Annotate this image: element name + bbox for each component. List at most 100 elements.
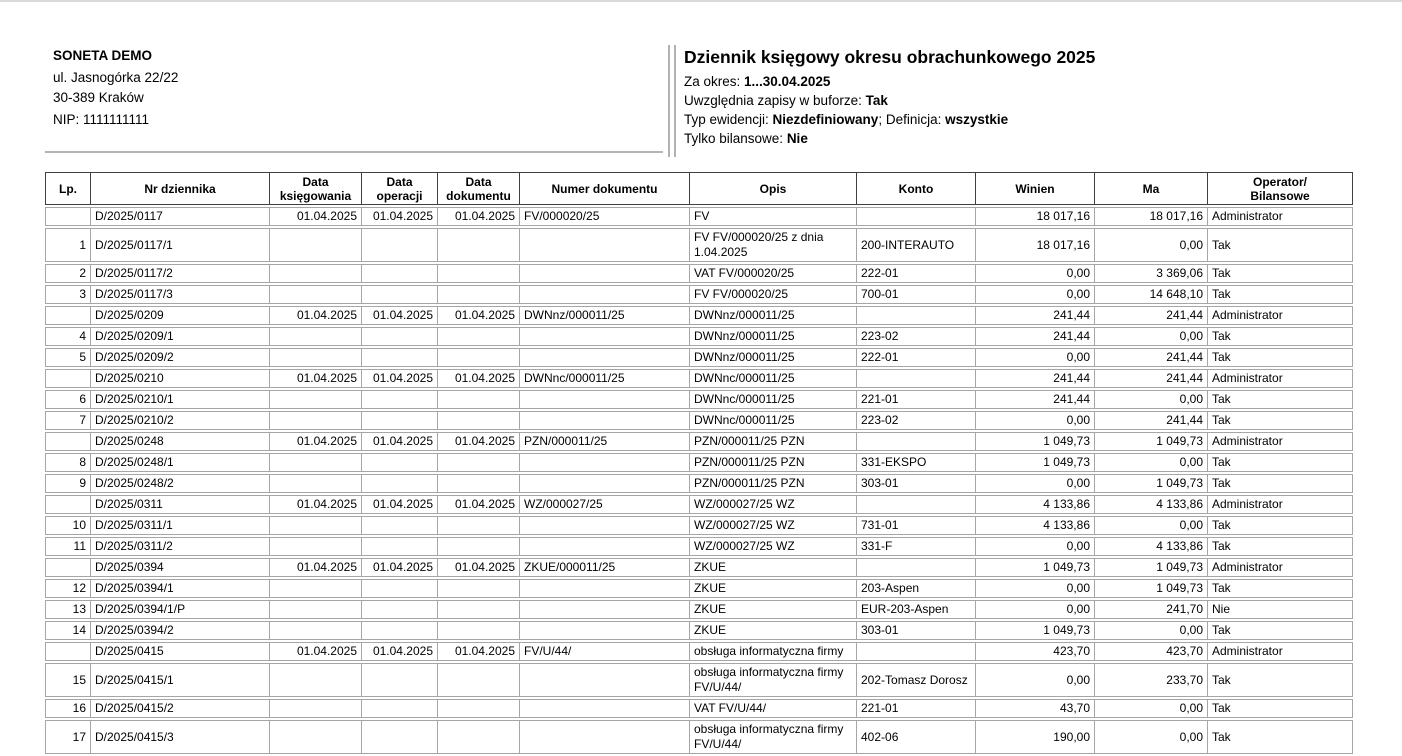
cell-data-operacji xyxy=(362,621,438,640)
cell-numer-dokumentu xyxy=(520,264,690,283)
cell-lp: 3 xyxy=(45,285,91,304)
cell-opis: DWNnz/000011/25 xyxy=(690,327,857,346)
cell-data-dokumentu: 01.04.2025 xyxy=(438,306,520,325)
cell-data-dokumentu xyxy=(438,516,520,535)
cell-operator-bilansowe: Tak xyxy=(1208,411,1353,430)
cell-numer-dokumentu xyxy=(520,228,690,262)
cell-lp: 12 xyxy=(45,579,91,598)
cell-data-ksiegowania: 01.04.2025 xyxy=(270,432,362,451)
cell-data-dokumentu: 01.04.2025 xyxy=(438,369,520,388)
cell-ma: 241,44 xyxy=(1095,369,1208,388)
cell-lp: 13 xyxy=(45,600,91,619)
cell-data-ksiegowania xyxy=(270,390,362,409)
report-type-line: Typ ewidencji: Niezdefiniowany; Definicj… xyxy=(684,110,1095,129)
cell-winien: 1 049,73 xyxy=(976,621,1095,640)
report-period-line: Za okres: 1...30.04.2025 xyxy=(684,72,1095,91)
cell-data-dokumentu xyxy=(438,348,520,367)
cell-opis: FV xyxy=(690,207,857,226)
cell-ma: 241,44 xyxy=(1095,306,1208,325)
cell-winien: 0,00 xyxy=(976,348,1095,367)
cell-lp xyxy=(45,369,91,388)
cell-data-dokumentu: 01.04.2025 xyxy=(438,207,520,226)
cell-konto: 203-Aspen xyxy=(857,579,976,598)
cell-data-operacji xyxy=(362,453,438,472)
cell-winien: 43,70 xyxy=(976,699,1095,718)
cell-opis: WZ/000027/25 WZ xyxy=(690,495,857,514)
col-header-ma: Ma xyxy=(1095,172,1208,205)
company-address-line-2: 30-389 Kraków xyxy=(53,90,144,105)
col-header-opis: Opis xyxy=(690,172,857,205)
cell-winien: 0,00 xyxy=(976,663,1095,697)
table-row: 10 D/2025/0311/1 WZ/000027/25 WZ 731-01 … xyxy=(45,516,1353,535)
cell-data-dokumentu xyxy=(438,390,520,409)
cell-numer-dokumentu: DWNnc/000011/25 xyxy=(520,369,690,388)
cell-data-operacji xyxy=(362,285,438,304)
cell-numer-dokumentu: DWNnz/000011/25 xyxy=(520,306,690,325)
cell-opis: PZN/000011/25 PZN xyxy=(690,474,857,493)
cell-nr-dziennika: D/2025/0117/2 xyxy=(91,264,270,283)
cell-winien: 423,70 xyxy=(976,642,1095,661)
cell-data-ksiegowania xyxy=(270,621,362,640)
cell-data-ksiegowania xyxy=(270,600,362,619)
table-row: D/2025/0394 01.04.2025 01.04.2025 01.04.… xyxy=(45,558,1353,577)
cell-opis: DWNnz/000011/25 xyxy=(690,306,857,325)
cell-data-ksiegowania xyxy=(270,228,362,262)
cell-ma: 0,00 xyxy=(1095,228,1208,262)
cell-data-dokumentu: 01.04.2025 xyxy=(438,495,520,514)
cell-data-ksiegowania: 01.04.2025 xyxy=(270,369,362,388)
table-row: 8 D/2025/0248/1 PZN/000011/25 PZN 331-EK… xyxy=(45,453,1353,472)
cell-winien: 4 133,86 xyxy=(976,516,1095,535)
col-header-numer-dokumentu: Numer dokumentu xyxy=(520,172,690,205)
page-top-edge xyxy=(0,0,1402,2)
cell-data-ksiegowania xyxy=(270,699,362,718)
cell-winien: 0,00 xyxy=(976,474,1095,493)
cell-numer-dokumentu: FV/U/44/ xyxy=(520,642,690,661)
cell-data-operacji xyxy=(362,390,438,409)
bilans-value: Nie xyxy=(786,131,808,146)
cell-nr-dziennika: D/2025/0248/2 xyxy=(91,474,270,493)
cell-ma: 1 049,73 xyxy=(1095,474,1208,493)
report-info: Dziennik księgowy okresu obrachunkowego … xyxy=(684,46,1095,148)
cell-data-dokumentu xyxy=(438,453,520,472)
cell-ma: 241,44 xyxy=(1095,411,1208,430)
cell-nr-dziennika: D/2025/0415/1 xyxy=(91,663,270,697)
cell-numer-dokumentu xyxy=(520,663,690,697)
col-header-data-operacji: Data operacji xyxy=(362,172,438,205)
cell-data-dokumentu: 01.04.2025 xyxy=(438,642,520,661)
cell-data-operacji xyxy=(362,699,438,718)
cell-konto: 402-06 xyxy=(857,720,976,754)
cell-lp: 11 xyxy=(45,537,91,556)
cell-data-operacji xyxy=(362,579,438,598)
cell-konto xyxy=(857,642,976,661)
cell-ma: 4 133,86 xyxy=(1095,495,1208,514)
cell-nr-dziennika: D/2025/0415 xyxy=(91,642,270,661)
cell-konto: 700-01 xyxy=(857,285,976,304)
cell-lp: 10 xyxy=(45,516,91,535)
table-row: 3 D/2025/0117/3 FV FV/000020/25 700-01 0… xyxy=(45,285,1353,304)
cell-konto: 221-01 xyxy=(857,699,976,718)
cell-numer-dokumentu xyxy=(520,537,690,556)
cell-operator-bilansowe: Nie xyxy=(1208,600,1353,619)
cell-opis: VAT FV/U/44/ xyxy=(690,699,857,718)
cell-numer-dokumentu xyxy=(520,579,690,598)
cell-lp: 9 xyxy=(45,474,91,493)
cell-data-operacji: 01.04.2025 xyxy=(362,306,438,325)
cell-lp xyxy=(45,495,91,514)
cell-data-dokumentu: 01.04.2025 xyxy=(438,558,520,577)
cell-winien: 0,00 xyxy=(976,285,1095,304)
cell-data-operacji xyxy=(362,474,438,493)
cell-data-ksiegowania: 01.04.2025 xyxy=(270,306,362,325)
cell-data-dokumentu xyxy=(438,720,520,754)
type-label: Typ ewidencji: xyxy=(684,112,773,127)
table-row: 6 D/2025/0210/1 DWNnc/000011/25 221-01 2… xyxy=(45,390,1353,409)
cell-winien: 1 049,73 xyxy=(976,453,1095,472)
cell-data-operacji: 01.04.2025 xyxy=(362,207,438,226)
cell-konto: 303-01 xyxy=(857,621,976,640)
cell-lp xyxy=(45,306,91,325)
cell-data-ksiegowania xyxy=(270,516,362,535)
cell-konto xyxy=(857,207,976,226)
cell-ma: 4 133,86 xyxy=(1095,537,1208,556)
cell-operator-bilansowe: Tak xyxy=(1208,621,1353,640)
cell-ma: 0,00 xyxy=(1095,621,1208,640)
cell-operator-bilansowe: Tak xyxy=(1208,720,1353,754)
